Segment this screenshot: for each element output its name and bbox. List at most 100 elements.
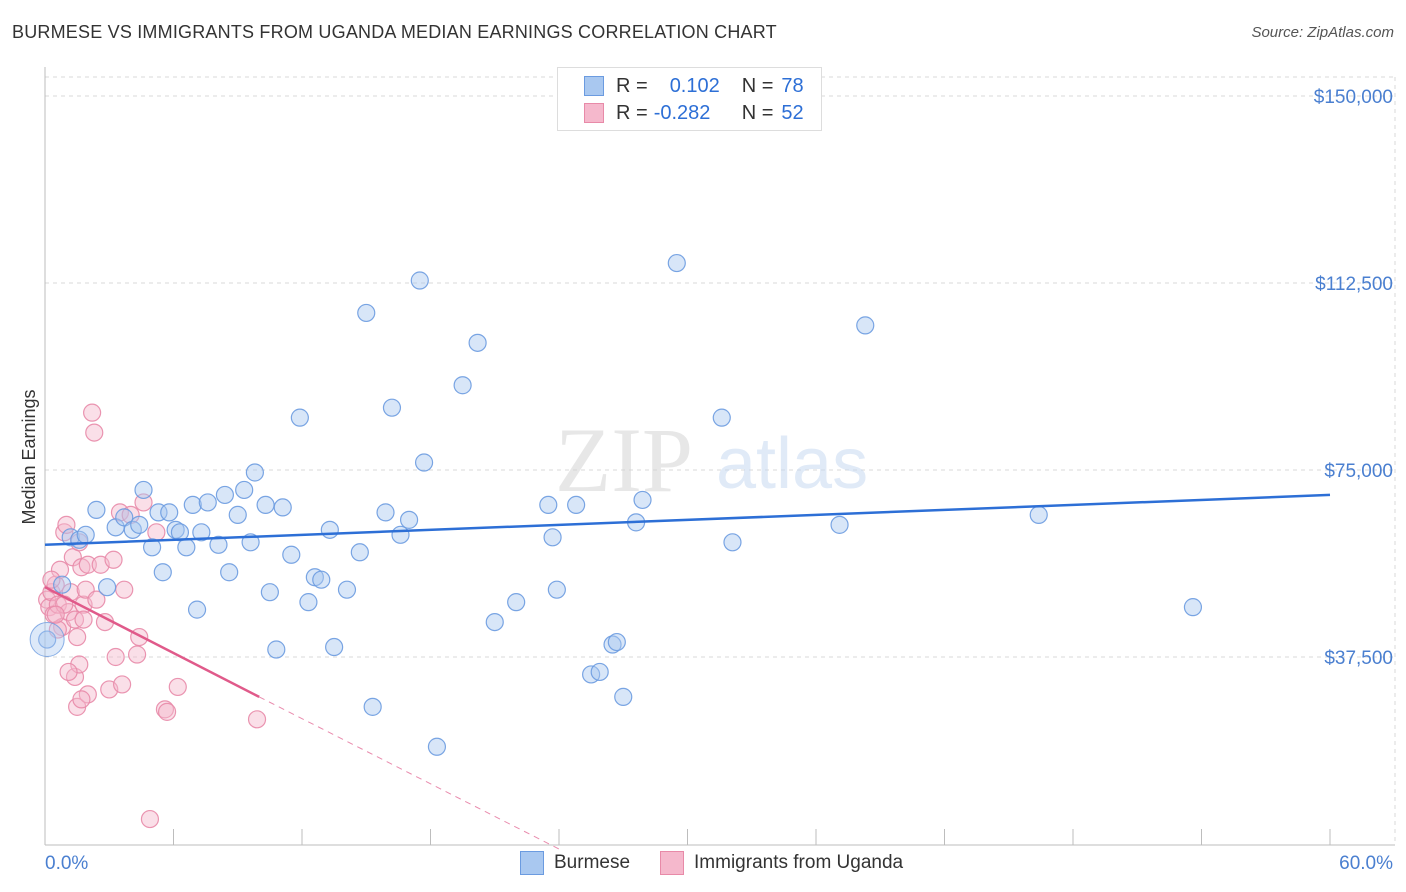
axes	[44, 67, 1395, 846]
burmese-point-24	[215, 485, 234, 505]
legend-row-uganda: R = -0.282 N = 52	[584, 101, 804, 125]
burmese-point-56	[539, 495, 558, 515]
burmese-point-29	[245, 463, 264, 482]
bottom-legend-label-uganda: Immigrants from Uganda	[694, 852, 904, 873]
legend-n-label: N =	[741, 74, 774, 97]
uganda-point-43	[168, 677, 187, 697]
burmese-point-51	[427, 737, 447, 756]
burmese-point-50	[414, 453, 434, 472]
legend-n-value: 52	[781, 101, 804, 124]
x-tick-labels: 0.0% 60.0%	[45, 853, 1393, 874]
burmese-point-55	[507, 593, 526, 612]
uganda-point-48	[72, 690, 91, 709]
burmese-point-6	[98, 578, 117, 597]
uganda-point-33	[115, 580, 134, 599]
burmese-point-69	[723, 533, 742, 552]
burmese-point-49	[410, 271, 429, 290]
burmese-point-44	[363, 697, 382, 716]
burmese-point-66	[633, 490, 652, 510]
uganda-point-34	[112, 675, 132, 694]
burmese-points	[29, 253, 1203, 756]
burmese-point-39	[320, 520, 339, 539]
uganda-points	[38, 403, 267, 829]
burmese-point-52	[453, 376, 472, 395]
burmese-point-57	[543, 528, 562, 547]
burmese-point-45	[376, 503, 395, 522]
uganda-trend-extension	[258, 696, 560, 850]
burmese-point-63	[607, 632, 626, 652]
burmese-point-72	[1029, 505, 1048, 524]
y-axis-label: Median Earnings	[19, 389, 39, 524]
legend-swatch-uganda	[584, 103, 604, 123]
burmese-point-43	[357, 303, 376, 323]
legend-swatch-burmese	[584, 76, 604, 96]
burmese-point-10	[130, 515, 149, 534]
burmese-point-18	[177, 538, 196, 557]
uganda-point-24	[74, 610, 93, 629]
x-tick-max: 60.0%	[1339, 853, 1393, 874]
source-label: Source: ZipAtlas.com	[1251, 24, 1394, 41]
burmese-point-68	[712, 408, 731, 427]
burmese-point-4	[76, 525, 95, 544]
bottom-legend-burmese: Burmese	[520, 851, 630, 875]
burmese-point-15	[160, 503, 179, 522]
legend-row-burmese: R = 0.102 N = 78	[584, 74, 804, 98]
burmese-point-67	[667, 253, 686, 273]
uganda-point-21	[70, 655, 89, 674]
y-tick-label-3: $150,000	[1314, 87, 1393, 108]
uganda-point-39	[140, 809, 160, 829]
uganda-point-40	[147, 523, 166, 542]
legend: R = 0.102 N = 78 R = -0.282 N = 52	[557, 67, 822, 131]
uganda-point-36	[127, 645, 147, 664]
burmese-point-17	[170, 523, 190, 542]
burmese-point-36	[299, 593, 318, 612]
burmese-point-13	[149, 503, 168, 522]
uganda-point-45	[59, 662, 78, 682]
uganda-point-49	[87, 590, 106, 609]
trend-lines	[44, 493, 1331, 850]
burmese-point-47	[391, 525, 410, 544]
burmese-point-21	[192, 523, 211, 542]
legend-r-value: -0.282	[653, 101, 711, 124]
burmese-point-30	[256, 495, 275, 515]
burmese-point-0	[38, 630, 57, 649]
legend-r-label: R =	[616, 101, 648, 124]
burmese-point-54	[485, 612, 504, 632]
uganda-point-26	[85, 423, 104, 442]
burmese-point-8	[115, 508, 134, 527]
bottom-legend-uganda: Immigrants from Uganda	[660, 851, 903, 875]
legend-n-label: N =	[741, 101, 774, 124]
burmese-point-11	[134, 480, 153, 500]
burmese-point-53	[468, 333, 487, 352]
uganda-trend-line	[44, 586, 260, 699]
bottom-legend-label-burmese: Burmese	[554, 852, 631, 873]
watermark-zip: ZIP	[555, 409, 693, 511]
uganda-point-51	[46, 605, 65, 624]
burmese-point-35	[290, 408, 309, 427]
burmese-point-23	[209, 535, 228, 554]
uganda-point-42	[157, 702, 177, 721]
uganda-point-25	[83, 403, 102, 422]
bottom-legend-swatch-burmese	[520, 851, 544, 875]
bottom-legend-swatch-uganda	[660, 851, 685, 875]
uganda-point-41	[155, 700, 175, 719]
burmese-point-70	[830, 515, 849, 534]
burmese-point-32	[267, 640, 286, 659]
uganda-point-30	[104, 550, 123, 569]
burmese-point-59	[567, 495, 586, 515]
burmese-point-33	[273, 498, 292, 517]
legend-r-value: 0.102	[669, 74, 720, 97]
burmese-point-64	[614, 687, 633, 706]
uganda-point-50	[42, 570, 61, 589]
burmese-point-5	[87, 500, 106, 519]
burmese-point-71	[856, 316, 875, 335]
legend-r-label: R =	[616, 74, 648, 97]
burmese-point-12	[142, 538, 162, 557]
burmese-point-1	[53, 575, 72, 594]
watermark-atlas: atlas	[716, 424, 868, 504]
burmese-point-34	[282, 545, 301, 564]
burmese-point-41	[337, 580, 357, 599]
burmese-point-26	[228, 505, 247, 524]
burmese-point-22	[198, 493, 217, 512]
